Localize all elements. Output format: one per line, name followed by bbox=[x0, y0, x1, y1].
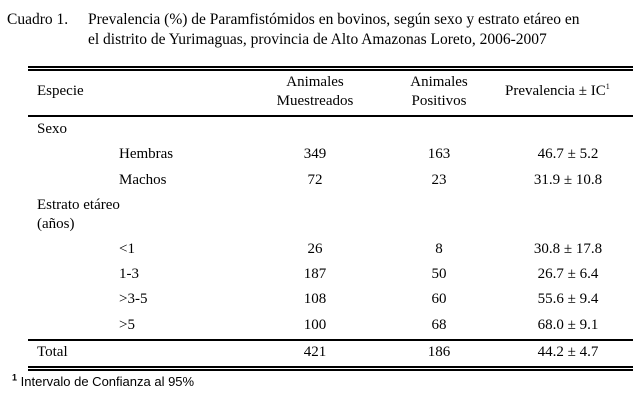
header-prevalencia-text: Prevalencia ± IC bbox=[505, 83, 606, 99]
row-muestreados: 100 bbox=[303, 317, 327, 333]
header-positivos-line1: Animales bbox=[410, 74, 468, 90]
caption-label: Cuadro 1. bbox=[7, 11, 69, 28]
row-label: Machos bbox=[119, 172, 167, 188]
total-positivos: 186 bbox=[427, 344, 451, 360]
row-positivos: 8 bbox=[435, 241, 443, 257]
row-positivos: 68 bbox=[431, 317, 447, 333]
header-muestreados: Animales Muestreados bbox=[277, 73, 354, 111]
header-prevalencia-footnote-marker: 1 bbox=[605, 82, 610, 91]
top-rule-second bbox=[28, 69, 633, 71]
row-label: >3-5 bbox=[119, 291, 148, 307]
row-label: <1 bbox=[119, 241, 135, 257]
row-positivos: 23 bbox=[431, 172, 447, 188]
total-prevalencia: 44.2 ± 4.7 bbox=[537, 344, 599, 360]
row-prevalencia: 46.7 ± 5.2 bbox=[537, 146, 599, 162]
row-prevalencia: 55.6 ± 9.4 bbox=[537, 291, 599, 307]
total-muestreados: 421 bbox=[303, 344, 327, 360]
row-muestreados: 108 bbox=[303, 291, 327, 307]
header-prevalencia: Prevalencia ± IC1 bbox=[505, 82, 610, 100]
header-positivos: Animales Positivos bbox=[410, 73, 468, 111]
row-muestreados: 349 bbox=[303, 146, 327, 162]
row-label: 1-3 bbox=[119, 266, 139, 282]
row-positivos: 60 bbox=[431, 291, 447, 307]
bottom-rule bbox=[28, 366, 633, 368]
row-muestreados: 72 bbox=[307, 172, 323, 188]
bottom-rule-second bbox=[28, 369, 633, 371]
row-label: Hembras bbox=[119, 146, 174, 162]
total-rule bbox=[28, 339, 633, 341]
row-prevalencia: 26.7 ± 6.4 bbox=[537, 266, 599, 282]
total-label: Total bbox=[37, 344, 68, 360]
header-rule bbox=[28, 115, 633, 117]
row-prevalencia: 30.8 ± 17.8 bbox=[533, 241, 603, 257]
row-positivos: 50 bbox=[431, 266, 447, 282]
caption-line-2: el distrito de Yurimaguas, provincia de … bbox=[88, 31, 547, 48]
row-positivos: 163 bbox=[427, 146, 451, 162]
caption-line-1: Cuadro 1. Prevalencia (%) de Paramfistómi… bbox=[7, 11, 580, 29]
footnote-text: Intervalo de Confianza al 95% bbox=[20, 374, 195, 389]
footnote-marker: 1 bbox=[12, 372, 18, 383]
top-rule bbox=[28, 66, 633, 68]
group-label-estrato: Estrato etáreo bbox=[37, 197, 120, 213]
group-label-sexo: Sexo bbox=[37, 121, 67, 137]
table-footnote: 1 Intervalo de Confianza al 95% bbox=[12, 373, 194, 391]
row-prevalencia: 68.0 ± 9.1 bbox=[537, 317, 599, 333]
row-muestreados: 26 bbox=[307, 241, 323, 257]
header-especie: Especie bbox=[37, 83, 84, 99]
row-muestreados: 187 bbox=[303, 266, 327, 282]
row-label: >5 bbox=[119, 317, 135, 333]
caption-text-1: Prevalencia (%) de Paramfistómidos en bo… bbox=[88, 11, 580, 28]
header-muestreados-line2: Muestreados bbox=[276, 93, 354, 109]
group-label-estrato-unit: (años) bbox=[37, 216, 75, 232]
row-prevalencia: 31.9 ± 10.8 bbox=[533, 172, 603, 188]
header-positivos-line2: Positivos bbox=[411, 93, 467, 109]
header-muestreados-line1: Animales bbox=[286, 74, 344, 90]
